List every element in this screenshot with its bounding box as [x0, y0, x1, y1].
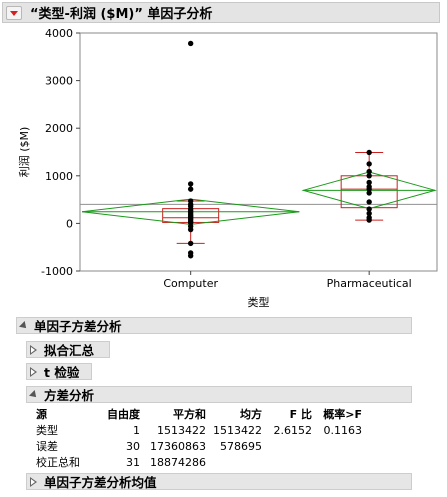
section-anova[interactable]: 方差分析: [26, 386, 412, 403]
section-title: t 检验: [44, 365, 80, 380]
cell: 校正总和: [36, 456, 80, 469]
data-point: [366, 149, 372, 156]
data-point: [187, 181, 194, 187]
data-point: [366, 173, 372, 179]
disclosure-open-icon[interactable]: [17, 319, 31, 333]
section-means[interactable]: 单因子方差分析均值: [26, 473, 412, 490]
table-header-row: 源 自由度 平方和 均方 F 比 概率>F: [36, 406, 362, 422]
cell: [262, 438, 312, 454]
section-fit-summary[interactable]: 拟合汇总: [26, 341, 110, 358]
cell: [206, 454, 262, 470]
oneway-plot: -1000 0 1000 2000 3000 4000 利润 ($M) Computer Pha…: [17, 27, 438, 309]
cell: 17360863: [150, 439, 206, 453]
data-point: [366, 206, 372, 212]
cell: [312, 454, 362, 470]
y-tick-label: 2000: [45, 122, 73, 135]
cell: 31: [126, 455, 140, 469]
section-title: 单因子方差分析均值: [44, 475, 157, 490]
anova-table: 源 自由度 平方和 均方 F 比 概率>F 类型 1 1513422 15134…: [36, 406, 362, 470]
cell: 30: [126, 439, 140, 453]
section-title: 单因子方差分析: [34, 319, 122, 334]
col-header-ms: 均方: [240, 408, 262, 421]
disclosure-closed-icon[interactable]: [27, 365, 41, 379]
cell: [312, 438, 362, 454]
data-point: [187, 226, 194, 233]
section-title: 方差分析: [44, 388, 95, 403]
y-tick-label: -1000: [41, 265, 73, 278]
col-header-source: 源: [36, 408, 47, 421]
disclosure-open-icon[interactable]: [27, 388, 41, 402]
y-tick-label: 3000: [45, 75, 73, 88]
cell: 2.6152: [273, 423, 313, 437]
data-point: [187, 186, 194, 192]
section-oneway-anova[interactable]: 单因子方差分析: [16, 317, 412, 334]
x-tick-label: Pharmaceutical: [327, 277, 412, 290]
data-point: [366, 199, 372, 205]
cell: 1513422: [213, 423, 262, 437]
cell: 578695: [220, 439, 262, 453]
cell: 1513422: [157, 423, 206, 437]
x-axis-label: 类型: [248, 295, 270, 309]
y-tick-label: 0: [66, 217, 73, 230]
col-header-p: 概率>F: [323, 408, 362, 421]
data-point: [366, 186, 372, 192]
col-header-df: 自由度: [107, 408, 140, 421]
report-title: “类型-利润 ($M)” 单因子分析: [30, 7, 213, 22]
data-point: [187, 240, 194, 247]
table-row: 误差 30 17360863 578695: [36, 438, 362, 454]
disclosure-closed-icon[interactable]: [27, 475, 41, 489]
section-title: 拟合汇总: [44, 343, 95, 358]
data-point: [366, 217, 372, 223]
data-point: [366, 168, 372, 175]
col-header-f: F 比: [289, 408, 312, 421]
data-point: [187, 253, 194, 259]
x-tick-label: Computer: [163, 277, 218, 290]
table-row: 校正总和 31 18874286: [36, 454, 362, 470]
data-point: [366, 190, 372, 196]
section-t-test[interactable]: t 检验: [26, 363, 92, 380]
cell: 误差: [36, 440, 58, 453]
col-header-ss: 平方和: [173, 408, 206, 421]
data-point: [366, 210, 372, 217]
data-point: [366, 179, 372, 186]
plot-frame: [79, 32, 438, 272]
data-point: [187, 40, 194, 47]
cell: 18874286: [150, 455, 206, 469]
report-header: “类型-利润 ($M)” 单因子分析: [2, 2, 440, 23]
cell: 1: [133, 423, 140, 437]
y-tick-label: 1000: [45, 170, 73, 183]
disclosure-closed-icon[interactable]: [27, 343, 41, 357]
y-axis-label: 利润 ($M): [17, 127, 31, 178]
data-point: [366, 161, 372, 167]
red-triangle-menu-icon[interactable]: [6, 5, 22, 20]
cell: [262, 454, 312, 470]
table-row: 类型 1 1513422 1513422 2.6152 0.1163: [36, 422, 362, 438]
cell: 类型: [36, 424, 58, 437]
cell: 0.1163: [323, 423, 363, 437]
y-tick-label: 4000: [45, 27, 73, 40]
